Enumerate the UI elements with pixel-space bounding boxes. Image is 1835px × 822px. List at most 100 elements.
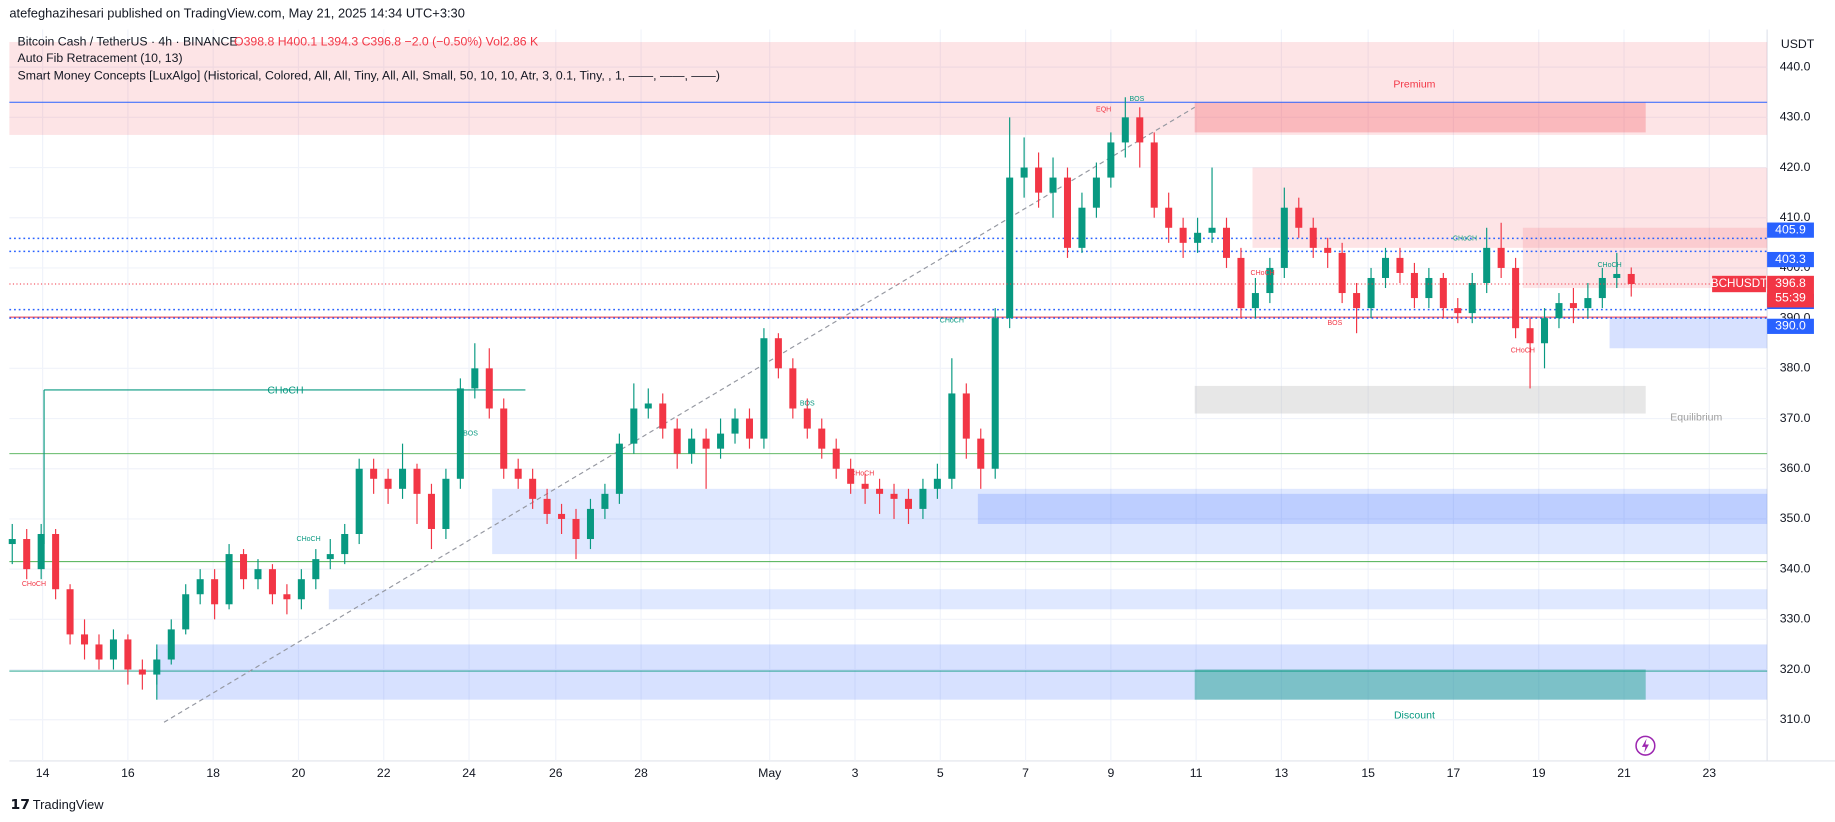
candle-body [1194, 232, 1202, 243]
zone [1194, 385, 1646, 414]
candle-body [1353, 293, 1361, 309]
candle-body [283, 594, 291, 600]
level-badge-label: 405.9 [1775, 222, 1806, 236]
candle-body [1613, 273, 1621, 278]
annotation: BOS [1327, 320, 1342, 327]
alert-icon-bolt [1641, 738, 1649, 753]
candle-body [254, 569, 262, 580]
candle-body [933, 478, 941, 489]
x-tick-label: 20 [292, 766, 306, 780]
candle-body [1584, 298, 1592, 309]
annotation: CHoCH [940, 318, 964, 325]
y-tick-label: 430.0 [1780, 110, 1811, 124]
candle-body [1165, 207, 1173, 228]
candle-body [745, 418, 753, 439]
candle-body [1136, 117, 1144, 143]
candle-body [948, 393, 956, 479]
countdown: 55:39 [1775, 290, 1806, 304]
candle-body [962, 393, 970, 439]
candle-body [1512, 267, 1520, 329]
candle-body [543, 498, 551, 514]
candle-body [1454, 308, 1462, 314]
fib-trend-line [163, 106, 1195, 723]
candle-body [890, 493, 898, 499]
candle-body [818, 428, 826, 449]
candle-body [558, 513, 566, 519]
x-tick-label: 13 [1275, 766, 1289, 780]
level-badge [1767, 251, 1814, 268]
candle-body [1020, 167, 1028, 178]
candle-body [471, 368, 479, 389]
x-tick-label: 21 [1617, 766, 1631, 780]
candle-body [832, 448, 840, 469]
legend-symbol: Bitcoin Cash / TetherUS · 4h · BINANCE [18, 35, 238, 49]
zone [1252, 167, 1768, 248]
x-tick-label: May [758, 766, 782, 780]
candle-body [312, 559, 320, 580]
level-badge-label: 390.0 [1775, 319, 1806, 333]
candle-body [1367, 277, 1375, 309]
candle-body [341, 534, 349, 555]
alert-icon[interactable] [1635, 735, 1656, 756]
candle-body [1468, 283, 1476, 314]
candle-body [1381, 257, 1390, 278]
candle-body [95, 644, 103, 660]
annotation: CHoCH [1453, 236, 1477, 243]
candle-body [760, 338, 768, 439]
annotation: CHoCH [1511, 348, 1535, 355]
legend-ohlc: O398.8 H400.1 L394.3 C396.8 −2.0 (−0.50%… [234, 35, 539, 49]
zone [1194, 669, 1646, 700]
y-tick-label: 330.0 [1780, 612, 1811, 626]
candle-body [138, 669, 146, 675]
candle-body [413, 468, 421, 494]
candle-body [326, 554, 334, 560]
candle-body [1280, 207, 1288, 268]
annotation: BOS [1129, 96, 1144, 103]
candle-body [167, 629, 175, 660]
candle-body [399, 468, 407, 489]
candle-body [1035, 167, 1043, 193]
annotation: Equilibrium [1670, 411, 1722, 423]
candle-body [904, 498, 912, 509]
plot: CHoCH Premium Discount Equilibrium CHoCH CHoC… [8, 29, 1768, 761]
x-tick-label: 9 [1107, 766, 1114, 780]
candle-body [1208, 227, 1216, 233]
x-tick-label: 28 [634, 766, 648, 780]
y-tick-label: 320.0 [1780, 662, 1811, 676]
candle-body [1526, 328, 1534, 344]
candle-body [1078, 207, 1086, 248]
annotation: Premium [1393, 78, 1435, 90]
candle-body [977, 438, 985, 469]
annotation: CHoCH [22, 581, 46, 588]
candle-body [1121, 117, 1129, 143]
candle-body [427, 493, 435, 529]
y-tick-label: 420.0 [1780, 160, 1811, 174]
candle-body [1396, 257, 1404, 273]
candle-body [124, 639, 132, 670]
annotation: EQH [1096, 107, 1111, 114]
candle-body [572, 518, 580, 540]
candle-body [225, 554, 233, 605]
x-tick-label: 18 [206, 766, 220, 780]
symbol-badge-label: BCHUSDT [1711, 277, 1768, 290]
zone [492, 488, 1768, 555]
level-badge-label: 403.3 [1775, 252, 1806, 266]
candle-body [442, 478, 450, 529]
x-tick-label: 17 [1447, 766, 1461, 780]
candle-body [876, 488, 884, 494]
candle-body [529, 478, 537, 499]
zone [1609, 318, 1768, 349]
axis-unit: USDT [1781, 37, 1815, 51]
candle-body [1150, 142, 1158, 208]
candle-body [384, 478, 392, 489]
candle-body [153, 659, 161, 675]
candle-body [52, 534, 60, 590]
candle-body [456, 388, 464, 479]
candle-body [1569, 303, 1577, 309]
x-tick-label: 26 [549, 766, 563, 780]
candle-body [688, 438, 696, 454]
candle-body [211, 579, 219, 605]
candle-body [731, 418, 739, 434]
